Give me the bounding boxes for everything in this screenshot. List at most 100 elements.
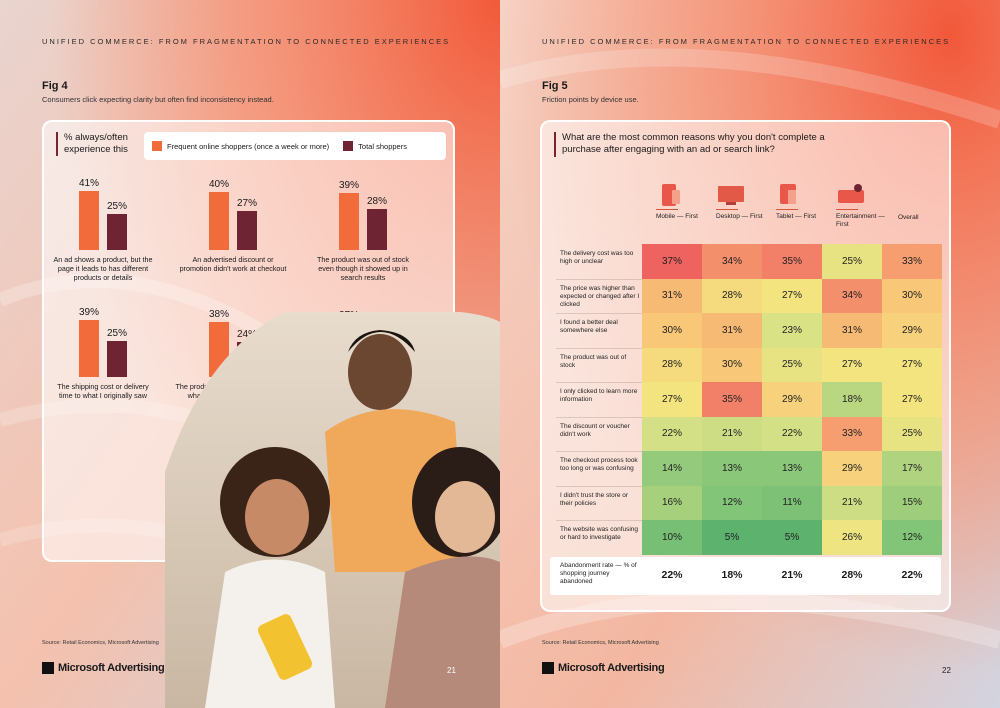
- column-header-text: Entertainment — First: [836, 213, 885, 229]
- heatmap-cell: 16%: [642, 485, 702, 520]
- bar-category-label: An advertised discount or promotion didn…: [179, 255, 287, 273]
- bar-value-frequent: 39%: [78, 307, 99, 319]
- bar-total: [367, 209, 387, 250]
- row-label: The price was higher than expected or ch…: [560, 284, 640, 309]
- photo-illustration: [165, 312, 500, 708]
- heatmap-cell: 23%: [762, 313, 822, 348]
- chart-question: % always/often experience this: [56, 132, 151, 156]
- mobile-icon: [656, 182, 686, 213]
- row-divider: [556, 278, 642, 280]
- heatmap-cell: 25%: [882, 416, 942, 451]
- row-divider: [556, 485, 642, 487]
- legend-swatch-frequent: [152, 141, 162, 151]
- abandonment-value: 28%: [841, 568, 863, 581]
- column-header: Entertainment — First: [836, 206, 888, 230]
- header-underline: [776, 209, 798, 210]
- abandonment-label: Abandonment rate — % of shopping journey…: [560, 561, 637, 586]
- people-photo: [165, 312, 500, 708]
- bar-value-frequent: 39%: [338, 180, 359, 192]
- heatmap-cell: 30%: [642, 313, 702, 348]
- heatmap-cell: 15%: [882, 485, 942, 520]
- bar-value-frequent: 40%: [208, 179, 229, 190]
- bar-category-label: An ad shows a product, but the page it l…: [53, 255, 153, 282]
- bar-total: [107, 340, 127, 377]
- header-underline: [716, 209, 738, 210]
- heatmap-cell: 21%: [702, 416, 762, 451]
- heatmap-cell: 28%: [642, 347, 702, 382]
- bar-value-total: 28%: [366, 196, 387, 208]
- tablet-icon: [776, 182, 806, 213]
- row-label: The discount or voucher didn't work: [560, 422, 630, 438]
- bar-value-frequent: 41%: [78, 177, 99, 189]
- heatmap-cell: 14%: [642, 451, 702, 486]
- heatmap-cell: 37%: [642, 244, 702, 279]
- column-header-text: Desktop — First: [716, 213, 763, 220]
- row-label: The checkout process took too long or wa…: [560, 457, 638, 473]
- running-head: UNIFIED COMMERCE: FROM FRAGMENTATION TO …: [42, 37, 451, 46]
- fig-subtitle: Friction points by device use.: [542, 95, 639, 104]
- heatmap-cell: 27%: [882, 382, 942, 417]
- heatmap-cell: 29%: [882, 313, 942, 348]
- heatmap-cell: 31%: [702, 313, 762, 348]
- source-note: Source: Retail Economics, Microsoft Adve…: [42, 640, 159, 646]
- abandonment-value: 18%: [721, 568, 743, 581]
- column-header: Overall: [898, 214, 950, 222]
- bar-total: [107, 213, 127, 250]
- legend-swatch-total: [343, 141, 354, 151]
- bar-frequent: [339, 193, 359, 250]
- brand-logo: Microsoft Advertising: [42, 662, 165, 674]
- row-label: I didn't trust the store or their polici…: [560, 491, 629, 507]
- heatmap-card: What are the most common reasons why you…: [540, 120, 951, 612]
- heatmap-cell: 29%: [822, 451, 882, 486]
- logo-square-icon: [42, 662, 54, 674]
- heatmap-cell: 35%: [702, 382, 762, 417]
- desktop-icon: [716, 182, 746, 213]
- heatmap-cell: 27%: [882, 347, 942, 382]
- heatmap-question: What are the most common reasons why you…: [554, 132, 854, 157]
- row-label: I found a better deal somewhere else: [560, 319, 618, 335]
- abandonment-value: 22%: [901, 568, 923, 581]
- row-divider: [556, 451, 642, 452]
- bar-value-frequent: 38%: [208, 308, 229, 320]
- bar-category-label: The shipping cost or delivery time to wh…: [57, 382, 149, 400]
- heatmap-cell: 22%: [642, 416, 702, 451]
- bar-frequent: [79, 320, 99, 377]
- bar-category-label: The product was out of stock even though…: [317, 255, 409, 282]
- legend-item-frequent: Frequent online shoppers (once a week or…: [152, 141, 329, 151]
- column-header: Desktop — First: [716, 206, 768, 221]
- heatmap-cell: 13%: [762, 451, 822, 486]
- bar-value-total: 24%: [236, 329, 257, 341]
- abandonment-value: 21%: [781, 568, 803, 581]
- heatmap-cell: 12%: [702, 485, 762, 520]
- bar-frequent: [79, 190, 99, 250]
- heatmap-cell: 22%: [762, 416, 822, 451]
- row-divider: [556, 313, 642, 314]
- source-note: Source: Retail Economics, Microsoft Adve…: [542, 640, 659, 646]
- page-number: 21: [447, 666, 456, 675]
- heatmap-cell: 25%: [822, 244, 882, 279]
- heatmap-cell: 5%: [762, 520, 822, 555]
- heatmap-cell: 33%: [822, 416, 882, 451]
- column-header-text: Mobile — First: [656, 213, 698, 220]
- left-page: UNIFIED COMMERCE: FROM FRAGMENTATION TO …: [0, 0, 500, 708]
- heatmap-cell: 26%: [822, 520, 882, 555]
- heatmap-cell: 30%: [702, 347, 762, 382]
- page-number: 22: [942, 666, 951, 675]
- heatmap-cell: 31%: [822, 313, 882, 348]
- header-underline: [656, 209, 678, 210]
- abandonment-value: 22%: [661, 568, 683, 581]
- heatmap-cell: 33%: [882, 244, 942, 279]
- abandonment-row: [550, 556, 941, 595]
- logo-text: Microsoft Advertising: [58, 662, 165, 674]
- row-label: I only clicked to learn more information: [560, 388, 638, 404]
- row-divider: [556, 416, 642, 418]
- heatmap-cell: 18%: [822, 382, 882, 417]
- fig-subtitle: Consumers click expecting clarity but of…: [42, 95, 274, 104]
- heatmap-cell: 11%: [762, 485, 822, 520]
- row-label: The website was confusing or hard to inv…: [560, 526, 639, 542]
- heatmap-cell: 31%: [642, 278, 702, 313]
- bar-total: [237, 210, 257, 250]
- header-underline: [836, 209, 858, 210]
- heatmap-cell: 34%: [702, 244, 762, 279]
